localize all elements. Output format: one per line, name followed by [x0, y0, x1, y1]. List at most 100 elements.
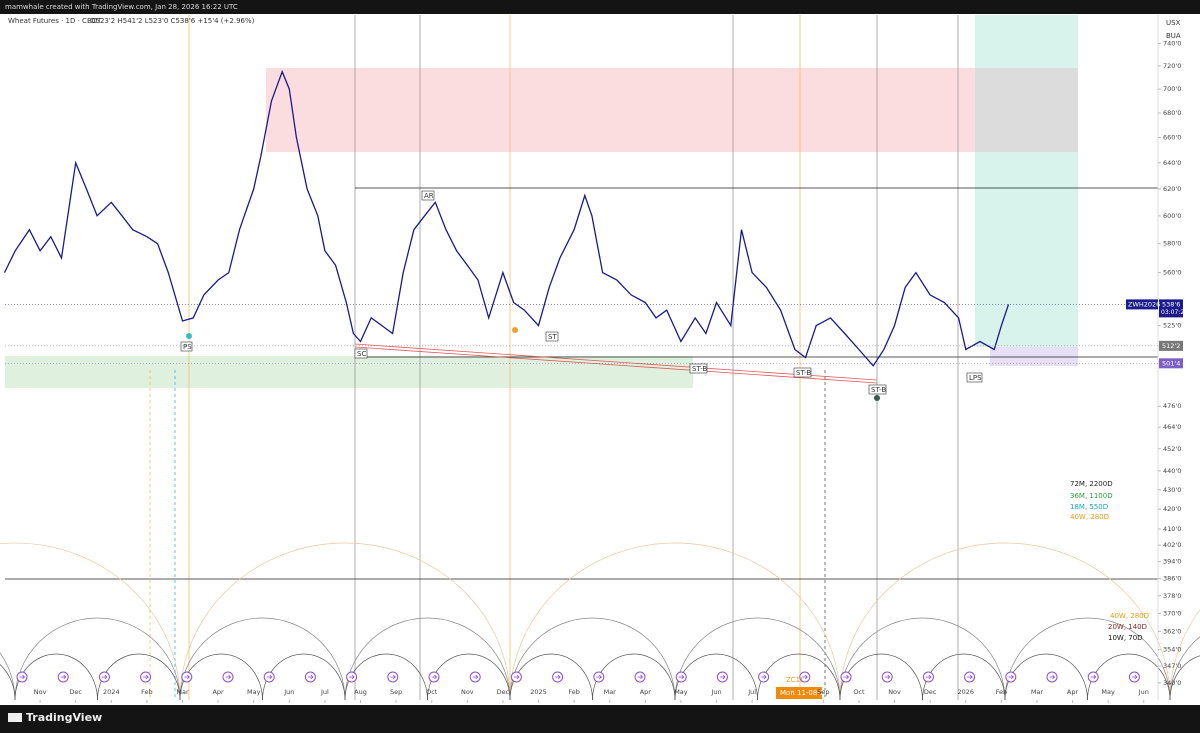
cycle-arrow [19, 674, 26, 680]
y-tick-label: 347'0 [1163, 662, 1181, 670]
cycle-arrow [307, 674, 314, 680]
x-tick-label: Oct [426, 688, 438, 696]
price-tag [1159, 299, 1183, 318]
x-tick-label: Mar [176, 688, 189, 696]
brand: TradingView [26, 711, 102, 724]
cycle-arrow [678, 674, 685, 680]
x-tick-label: Nov [461, 688, 474, 696]
y-tick-label: 600'0 [1163, 212, 1181, 220]
cycle-arrow [143, 674, 149, 680]
y-tick-label: 720'0 [1163, 62, 1181, 70]
annotation: SC [357, 350, 366, 358]
footer-bar [0, 705, 1200, 733]
demand-zone [5, 356, 693, 388]
date-tag-text: Mon 11-08-25 [780, 689, 829, 697]
label-box [421, 190, 435, 201]
x-tick-label: Dec [69, 688, 82, 696]
cycle-arc [1169, 655, 1200, 701]
cycle-arrow [967, 674, 973, 680]
cycle-arrow [60, 674, 67, 680]
cycle-arrow [1008, 674, 1014, 680]
y-tick-label: 464'0 [1163, 423, 1181, 431]
cycle-arrow [472, 674, 479, 680]
annotation: ST-B [871, 386, 886, 394]
layout [0, 15, 1200, 701]
label-box [793, 367, 812, 378]
symbol-tag [1126, 299, 1158, 310]
price-tag-label: 538'6 [1162, 300, 1180, 308]
cycle-arc [839, 617, 1006, 701]
x-tick-label: Apr [1067, 688, 1079, 696]
cycle-arc [0, 652, 16, 701]
label-box [545, 331, 559, 342]
x-tick-label: Feb [568, 688, 580, 696]
price-tag-label: 501'4 [1162, 359, 1180, 367]
x-tick-label: 2024 [103, 688, 120, 696]
label-box [180, 341, 193, 352]
x-tick-label: Jun [710, 688, 721, 696]
price-line [3, 69, 1010, 367]
label-box [689, 363, 708, 374]
x-tick-label: Feb [141, 688, 153, 696]
annotations: AR PS SC ST ST-B ST-B ST-B LPS ZC1! Mon … [180, 190, 983, 699]
y-tick-label: 402'0 [1163, 541, 1181, 549]
price-tag-label: 512'2 [1162, 342, 1180, 350]
y-tick-label: 420'0 [1163, 505, 1181, 513]
trend-line [354, 346, 878, 384]
cycle-arrow [802, 674, 808, 680]
logo [8, 713, 22, 722]
cycle-label: 72M, 2200D [1070, 480, 1113, 488]
cycle-arrow [390, 674, 396, 680]
cycle-arrow [761, 674, 767, 680]
y-tick-label: 394'0 [1163, 558, 1181, 566]
price-tag [1159, 340, 1183, 351]
currency: USX [1166, 19, 1181, 27]
x-tick-label: Dec [497, 688, 510, 696]
cycle-arc [839, 542, 1171, 701]
annotation: PS [183, 343, 192, 351]
y-tick-label: 452'0 [1163, 445, 1181, 453]
x-tick-label: Mar [604, 688, 617, 696]
cycle-legend: 72M, 2200D 36M, 1100D 18M, 550D 40W, 280… [1070, 480, 1149, 642]
x-tick-label: Sep [390, 688, 402, 696]
y-tick-label: 386'0 [1163, 575, 1181, 583]
symbol-tag-label: ZWH2026 [1128, 300, 1160, 308]
y-tick-label: 660'0 [1163, 133, 1181, 141]
cycle-arrow [925, 674, 932, 680]
x-tick-label: Jun [283, 688, 294, 696]
trend-line [354, 343, 878, 381]
overlap-zone [975, 68, 1078, 152]
cycle-label: 36M, 1100D [1070, 492, 1113, 500]
cycle-arrow [555, 674, 561, 680]
y-tick-label: 680'0 [1163, 109, 1181, 117]
x-tick-label: Mar [1031, 688, 1044, 696]
cycle-arrow [596, 674, 602, 680]
x-tick-label: 2026 [957, 688, 974, 696]
y-tick-label: 378'0 [1163, 592, 1181, 600]
annotation: ST-B [692, 365, 707, 373]
cycle-arrow [101, 674, 108, 680]
top-bar [0, 0, 1200, 14]
cycle-arrow [266, 674, 273, 680]
symbol: Wheat Futures · 1D · CBOT [8, 17, 102, 25]
cycle-arc [1169, 636, 1200, 701]
y-tick-label: 620'0 [1163, 185, 1181, 193]
annotation: ST [548, 333, 557, 341]
annotation: ZC1! [786, 676, 803, 684]
annotation: LPS [969, 374, 982, 382]
x-tick-label: Apr [212, 688, 224, 696]
marker [186, 333, 192, 339]
x-tick-label: Oct [853, 688, 865, 696]
x-tick-label: Jul [320, 688, 329, 696]
label-box [966, 372, 983, 383]
cycle-arc [344, 617, 511, 701]
y-tick-label: 640'0 [1163, 159, 1181, 167]
stop-zone [990, 347, 1078, 366]
cycle-arrow [225, 674, 232, 680]
cycle-arrow [719, 674, 726, 680]
marker [874, 395, 880, 401]
cycle-arc [0, 664, 16, 701]
x-tick-label: May [674, 688, 688, 696]
